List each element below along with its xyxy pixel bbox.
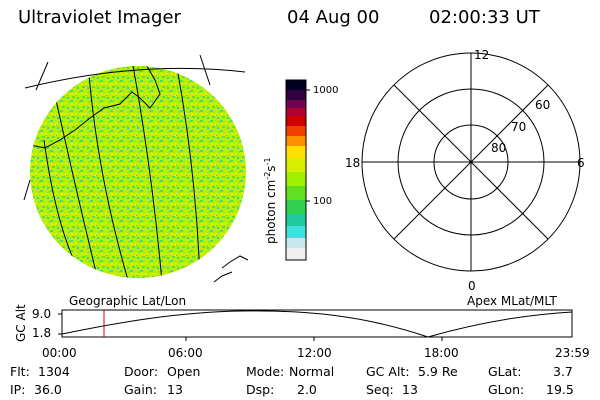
mode-label: Mode: [246,364,285,379]
geographic-image [30,66,246,278]
xtick-0600: 06:00 [168,346,203,360]
colorbar-unit-label: photon cm-2s-1 [263,157,278,244]
xtick-2359: 23:59 [555,346,590,360]
gain-value: 13 [167,382,183,397]
gain-label: Gain: [124,382,157,397]
colorbar-tick-100: 100 [313,196,333,207]
seq-label: Seq: [366,382,394,397]
apex-caption: Apex MLat/MLT [467,294,557,308]
mode-value: Normal [289,364,335,379]
time-label: 02:00:33 UT [429,7,540,28]
colorbar-tick-1000: 1000 [313,85,339,96]
gcalt-value: 5.9 Re [418,364,458,379]
mlt-label-6: 6 [577,156,585,170]
gcalt-label: GC Alt: [366,364,410,379]
ip-label: IP: [10,382,26,397]
ytick-9: 9.0 [32,307,52,321]
glon-value: 19.5 [546,382,574,397]
altitude-plot [58,309,573,341]
mlt-label-12: 12 [474,48,490,62]
flt-label: Flt: [10,364,30,379]
ip-value: 36.0 [34,382,62,397]
door-value: Open [167,364,201,379]
door-label: Door: [124,364,159,379]
geographic-grid [23,54,249,283]
mlt-label-18: 18 [345,156,361,170]
xtick-1800: 18:00 [424,346,459,360]
date-label: 04 Aug 00 [287,7,380,28]
mlat-label-80: 80 [491,141,507,155]
dsp-label: Dsp: [246,382,275,397]
instrument-title: Ultraviolet Imager [18,7,181,28]
geographic-caption: Geographic Lat/Lon [69,294,187,308]
xtick-0000: 00:00 [42,346,77,360]
mlat-label-60: 60 [535,98,551,112]
glat-value: 3.7 [553,364,573,379]
dsp-value: 2.0 [297,382,317,397]
glon-label: GLon: [488,382,525,397]
xtick-1200: 12:00 [297,346,332,360]
altitude-curve [61,310,573,338]
glat-label: GLat: [488,364,522,379]
polar-plot [361,52,581,272]
gc-alt-axis-label: GC Alt [14,304,28,342]
seq-value: 13 [402,382,418,397]
flt-value: 1304 [38,364,70,379]
mlt-label-0: 0 [468,279,476,293]
colorbar [285,79,310,261]
ytick-1-8: 1.8 [32,326,52,340]
mlat-label-70: 70 [511,120,527,134]
